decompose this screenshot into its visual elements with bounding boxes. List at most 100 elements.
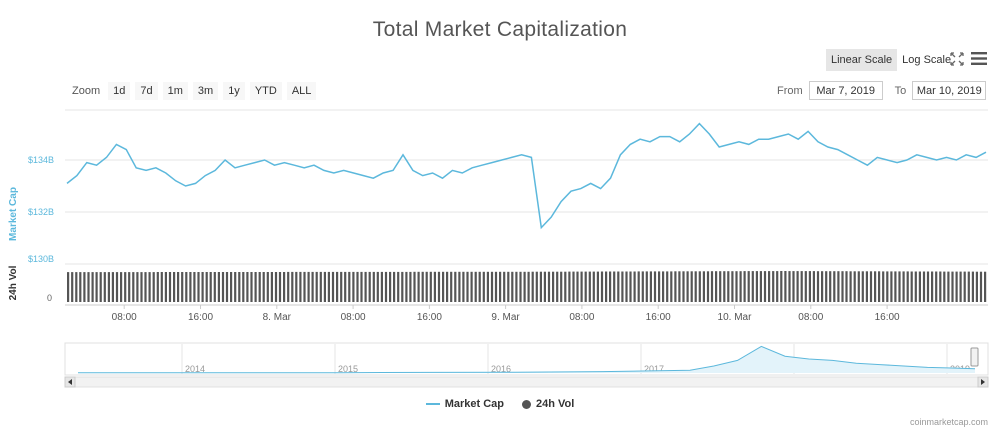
volume-bar bbox=[401, 271, 404, 302]
navigator-handle[interactable] bbox=[970, 347, 979, 367]
legend-dot-icon bbox=[521, 399, 531, 409]
volume-bar bbox=[543, 271, 546, 302]
volume-bar bbox=[984, 271, 987, 302]
volume-bar bbox=[735, 271, 738, 302]
zoom-button-1d[interactable]: 1d bbox=[108, 82, 131, 100]
volume-bar bbox=[837, 271, 840, 302]
volume-bar bbox=[596, 271, 599, 302]
volume-bar bbox=[841, 271, 844, 302]
volume-bar bbox=[136, 272, 139, 302]
volume-bar bbox=[702, 271, 705, 302]
from-date-input[interactable] bbox=[808, 81, 883, 100]
volume-bar bbox=[168, 272, 172, 302]
volume-bar bbox=[307, 271, 310, 302]
volume-bar bbox=[376, 271, 379, 302]
volume-bar bbox=[943, 271, 946, 302]
x-tick-label: 16:00 bbox=[188, 312, 213, 323]
volume-bar bbox=[189, 272, 192, 302]
volume-bar bbox=[743, 271, 746, 302]
volume-bar bbox=[556, 271, 559, 302]
volume-bar bbox=[274, 272, 278, 302]
volume-bar bbox=[270, 272, 273, 302]
volume-bar bbox=[706, 271, 710, 302]
volume-bar bbox=[808, 271, 811, 302]
legend-line-icon bbox=[425, 403, 440, 405]
zoom-label: Zoom bbox=[72, 85, 101, 97]
to-date-input[interactable] bbox=[912, 81, 987, 100]
volume-bar bbox=[829, 271, 832, 302]
volume-bar bbox=[405, 271, 408, 302]
volume-bar bbox=[629, 271, 632, 302]
volume-bar bbox=[959, 271, 962, 302]
legend-item-market-cap[interactable]: Market Cap bbox=[425, 398, 504, 410]
volume-bar bbox=[417, 271, 420, 302]
menu-icon[interactable] bbox=[971, 52, 987, 65]
volume-bar bbox=[458, 271, 461, 302]
volume-bar bbox=[397, 271, 400, 302]
log-scale-button[interactable]: Log Scale bbox=[897, 49, 956, 71]
volume-bar bbox=[547, 271, 551, 302]
volume-bar bbox=[731, 271, 734, 302]
legend-item-vol[interactable]: 24h Vol bbox=[521, 398, 575, 410]
volume-bar bbox=[238, 272, 241, 302]
volume-bar bbox=[148, 272, 151, 302]
volume-bar bbox=[209, 272, 212, 302]
volume-bar bbox=[152, 272, 155, 302]
volume-bar bbox=[177, 272, 180, 302]
zoom-button-ytd[interactable]: YTD bbox=[249, 82, 282, 100]
volume-bar bbox=[971, 271, 974, 302]
volume-bar bbox=[446, 271, 449, 302]
credits-link[interactable]: coinmarketcap.com bbox=[909, 417, 988, 427]
navigator-scrollbar[interactable] bbox=[64, 376, 989, 388]
volume-bar bbox=[825, 271, 828, 302]
volume-bar bbox=[352, 271, 355, 302]
volume-bar bbox=[653, 271, 657, 302]
volume-bar bbox=[413, 271, 416, 302]
volume-bar bbox=[124, 272, 127, 302]
volume-bar bbox=[975, 271, 978, 302]
volume-bar bbox=[185, 272, 188, 302]
volume-bar bbox=[955, 271, 958, 302]
volume-bar bbox=[613, 271, 616, 302]
volume-bar bbox=[254, 272, 257, 302]
x-axis-ticks: 08:00 16:00 8. Mar 08:00 16:00 9. Mar 08:00 16:… bbox=[112, 305, 900, 323]
volume-bar bbox=[205, 272, 208, 302]
volume-bar bbox=[266, 272, 269, 302]
volume-bar bbox=[323, 271, 326, 302]
volume-bar bbox=[853, 271, 856, 302]
volume-bar bbox=[103, 272, 106, 302]
volume-bar bbox=[641, 271, 644, 302]
x-tick-label: 8. Mar bbox=[263, 312, 292, 323]
to-label: To bbox=[894, 84, 907, 97]
volume-bar bbox=[922, 271, 926, 302]
volume-bar bbox=[433, 271, 436, 302]
volume-bar bbox=[710, 271, 714, 302]
volume-bar bbox=[470, 271, 473, 302]
legend-label: 24h Vol bbox=[535, 398, 575, 410]
linear-scale-button[interactable]: Linear Scale bbox=[826, 49, 898, 71]
volume-bar bbox=[539, 271, 542, 302]
volume-bar bbox=[568, 271, 571, 302]
y-axis-title-vol: 24h Vol bbox=[8, 265, 19, 300]
volume-bar bbox=[75, 272, 78, 302]
y-tick-label-vol: 0 bbox=[47, 293, 52, 303]
volume-bar bbox=[694, 271, 697, 302]
zoom-button-1y[interactable]: 1y bbox=[223, 82, 245, 100]
zoom-button-all[interactable]: ALL bbox=[286, 82, 317, 100]
zoom-button-3m[interactable]: 3m bbox=[192, 82, 219, 100]
zoom-button-1m[interactable]: 1m bbox=[162, 82, 188, 100]
fullscreen-icon[interactable] bbox=[950, 52, 964, 66]
volume-bar bbox=[719, 271, 722, 302]
volume-bar bbox=[429, 271, 432, 302]
zoom-button-7d[interactable]: 7d bbox=[135, 82, 158, 100]
volume-bar bbox=[633, 271, 636, 302]
volume-bar bbox=[144, 272, 147, 302]
navigator-tick-label: 2015 bbox=[338, 364, 358, 374]
x-tick-label: 9. Mar bbox=[491, 312, 520, 323]
market-cap-line bbox=[66, 122, 987, 230]
volume-bar bbox=[250, 272, 253, 302]
volume-bar bbox=[115, 272, 119, 302]
volume-bar bbox=[111, 272, 114, 302]
x-tick-label: 16:00 bbox=[417, 312, 442, 323]
volume-bar bbox=[303, 271, 306, 302]
